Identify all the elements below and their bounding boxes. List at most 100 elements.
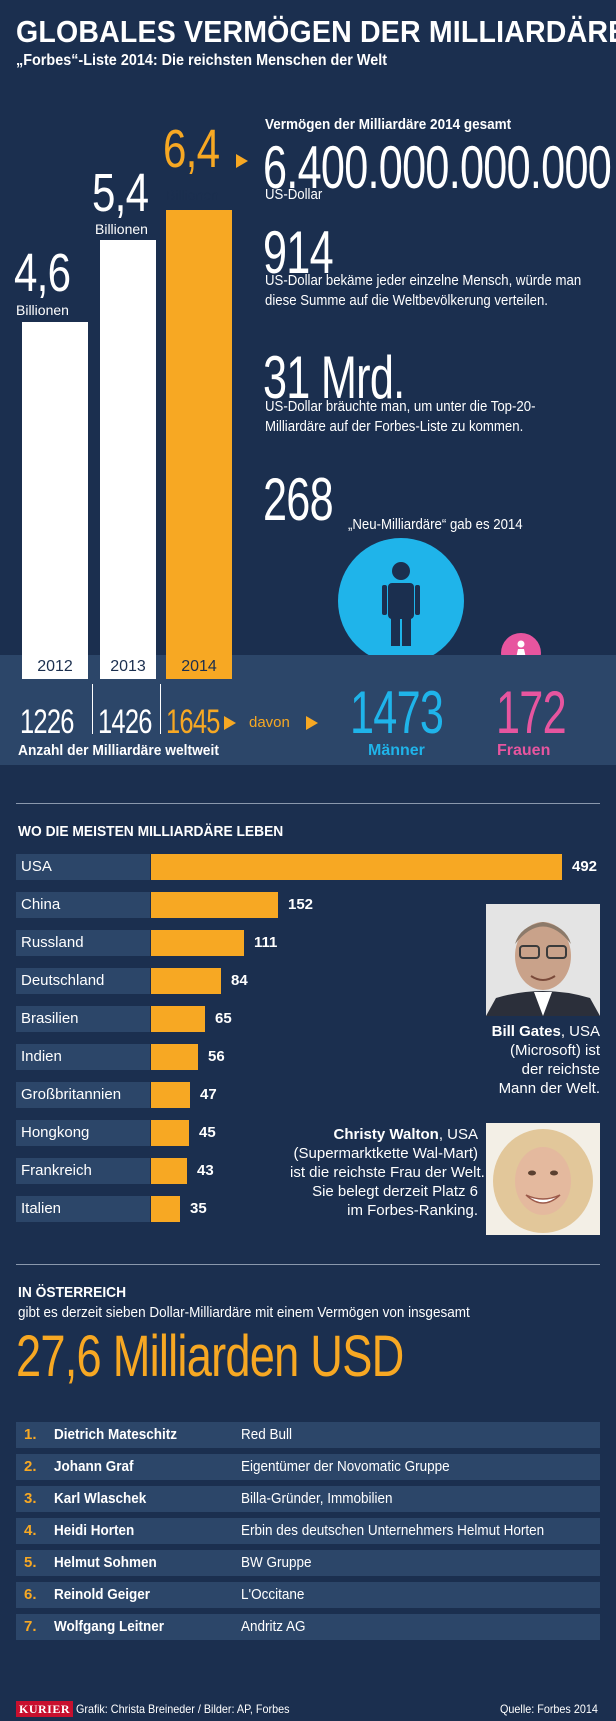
- gates-text-4: Mann der Welt.: [498, 1080, 600, 1097]
- new-billionaires-text: „Neu-Milliardäre“ gab es 2014: [348, 516, 523, 533]
- total-wealth-heading: Vermögen der Milliardäre 2014 gesamt: [265, 116, 512, 133]
- country-bar-0: [151, 854, 562, 880]
- count-caption: Anzahl der Milliardäre weltweit: [18, 742, 219, 759]
- wealth-unit-2014: Billionen: [166, 187, 219, 203]
- country-bar-8: [151, 1158, 187, 1184]
- rank-desc: Red Bull: [241, 1426, 293, 1443]
- kurier-logo: KURIER: [16, 1701, 74, 1717]
- country-value-2: 111: [254, 934, 278, 951]
- count-2014: 1645: [166, 703, 220, 741]
- country-bar-3: [151, 968, 221, 994]
- walton-name: Christy Walton: [333, 1126, 439, 1143]
- wealth-unit-2013: Billionen: [95, 221, 148, 237]
- divider-line: [160, 684, 161, 734]
- country-label-1: China: [16, 892, 150, 918]
- country-label-3: Deutschland: [16, 968, 150, 994]
- wealth-bar-2012: [22, 322, 88, 679]
- country-label-9: Italien: [16, 1196, 150, 1222]
- women-label: Frauen: [497, 742, 551, 759]
- country-bar-9: [151, 1196, 180, 1222]
- austria-text: gibt es derzeit sieben Dollar-Milliardär…: [18, 1304, 470, 1321]
- country-bar-6: [151, 1082, 190, 1108]
- country-label-5: Indien: [16, 1044, 150, 1070]
- rank-name: Dietrich Mateschitz: [54, 1426, 178, 1443]
- walton-text-2: (Supermarktkette Wal-Mart): [293, 1145, 478, 1162]
- rank-desc: L'Occitane: [241, 1586, 305, 1603]
- rank-row: 6. Reinold Geiger L'Occitane: [16, 1582, 600, 1608]
- wealth-value-2014: 6,4: [163, 119, 220, 179]
- christy-walton-photo: [486, 1123, 600, 1235]
- wealth-bar-2012-base: [22, 655, 88, 679]
- gates-text-2: (Microsoft) ist: [510, 1042, 600, 1059]
- country-bar-7: [151, 1120, 189, 1146]
- rank-desc: Erbin des deutschen Unternehmers Helmut …: [241, 1522, 545, 1539]
- rank-num: 6.: [24, 1586, 37, 1603]
- rank-row: 7. Wolfgang Leitner Andritz AG: [16, 1614, 600, 1640]
- country-label-7: Hongkong: [16, 1120, 150, 1146]
- per-person-number: 914: [263, 219, 334, 286]
- country-label-8: Frankreich: [16, 1158, 150, 1184]
- footer-credit: Grafik: Christa Breineder / Bilder: AP, …: [76, 1702, 290, 1716]
- walton-caption: Christy Walton, USA (Supermarktkette Wal…: [290, 1125, 485, 1220]
- year-label-2014: 2014: [181, 658, 217, 675]
- rank-row: 3. Karl Wlaschek Billa-Gründer, Immobilien: [16, 1486, 600, 1512]
- page-subtitle: „Forbes“-Liste 2014: Die reichsten Mensc…: [16, 52, 388, 69]
- rank-row: 1. Dietrich Mateschitz Red Bull: [16, 1422, 600, 1448]
- walton-text-5: im Forbes-Ranking.: [347, 1202, 478, 1219]
- new-billionaires-number: 268: [263, 466, 334, 533]
- country-bar-2: [151, 930, 244, 956]
- rank-desc: Billa-Gründer, Immobilien: [241, 1490, 393, 1507]
- country-bar-5: [151, 1044, 198, 1070]
- country-value-8: 43: [197, 1162, 214, 1179]
- country-value-3: 84: [231, 972, 248, 989]
- country-value-0: 492: [572, 858, 598, 875]
- total-wealth-unit: US-Dollar: [265, 186, 323, 203]
- top20-text-1: US-Dollar bräuchte man, um unter die Top…: [265, 398, 536, 415]
- top20-number: 31 Mrd.: [263, 344, 405, 411]
- rank-desc: Eigentümer der Novomatic Gruppe: [241, 1458, 450, 1475]
- wealth-bar-2014: [166, 210, 232, 679]
- rank-num: 2.: [24, 1458, 37, 1475]
- top20-text-2: Milliardäre auf der Forbes-Liste zu komm…: [265, 418, 524, 435]
- rank-num: 5.: [24, 1554, 37, 1571]
- year-label-2013: 2013: [110, 658, 146, 675]
- gates-text-3: der reichste: [521, 1061, 600, 1078]
- country-label-6: Großbritannien: [16, 1082, 150, 1108]
- rank-row: 2. Johann Graf Eigentümer der Novomatic Gr…: [16, 1454, 600, 1480]
- count-2012: 1226: [20, 703, 74, 741]
- wealth-bar-2014-base: [166, 655, 232, 679]
- walton-text-1: , USA: [438, 1126, 478, 1143]
- wealth-bar-2013-base: [100, 655, 156, 679]
- walton-text-3: ist die reichste Frau der Welt.: [290, 1164, 485, 1181]
- count-2013: 1426: [98, 703, 152, 741]
- women-count: 172: [496, 679, 567, 746]
- rank-name: Reinold Geiger: [54, 1586, 151, 1603]
- rank-desc: BW Gruppe: [241, 1554, 312, 1571]
- divider-line: [92, 684, 93, 734]
- country-value-1: 152: [288, 896, 314, 913]
- country-value-4: 65: [215, 1010, 232, 1027]
- rank-name: Heidi Horten: [54, 1522, 135, 1539]
- section-divider: [16, 1264, 600, 1265]
- rank-num: 3.: [24, 1490, 37, 1507]
- wealth-bar-2013: [100, 240, 156, 679]
- austria-title: IN ÖSTERREICH: [18, 1284, 127, 1301]
- wealth-value-2012: 4,6: [14, 243, 71, 303]
- rank-num: 4.: [24, 1522, 37, 1539]
- rank-num: 1.: [24, 1426, 37, 1443]
- davon-label: davon: [249, 714, 290, 731]
- men-count: 1473: [350, 679, 444, 746]
- wealth-value-2013: 5,4: [92, 163, 149, 223]
- rank-row: 5. Helmut Sohmen BW Gruppe: [16, 1550, 600, 1576]
- austria-total: 27,6 Milliarden USD: [16, 1324, 404, 1389]
- walton-text-4: Sie belegt derzeit Platz 6: [312, 1183, 478, 1200]
- per-person-text-1: US-Dollar bekäme jeder einzelne Mensch, …: [265, 272, 582, 289]
- rank-name: Wolfgang Leitner: [54, 1618, 165, 1635]
- men-label: Männer: [368, 742, 425, 759]
- section-divider: [16, 803, 600, 804]
- country-label-4: Brasilien: [16, 1006, 150, 1032]
- gates-text-1: , USA: [560, 1023, 600, 1040]
- country-bar-1: [151, 892, 278, 918]
- arrow-right-icon: [236, 154, 248, 168]
- arrow-right-icon: [306, 716, 318, 730]
